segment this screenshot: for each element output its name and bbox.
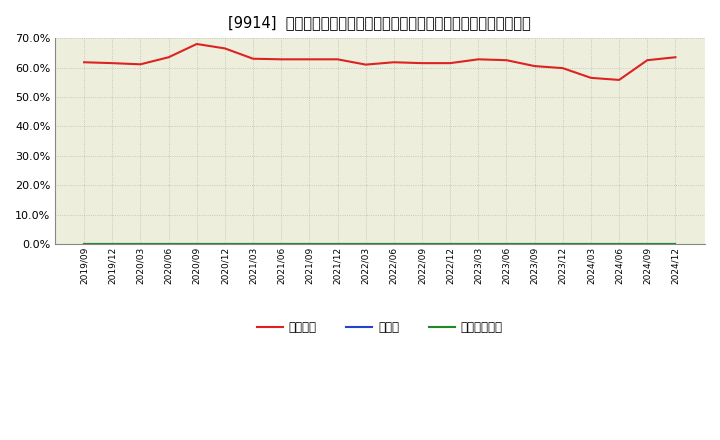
自己資本 (305, 57, 314, 62)
Legend: 自己資本, のれん, 繰延税金資産: 自己資本, のれん, 繰延税金資産 (252, 316, 508, 338)
のれん (531, 242, 539, 247)
繰延税金資産 (305, 242, 314, 247)
のれん (248, 242, 257, 247)
自己資本 (446, 61, 454, 66)
のれん (643, 242, 652, 247)
自己資本 (136, 62, 145, 67)
自己資本 (559, 66, 567, 71)
繰延税金資産 (164, 242, 173, 247)
のれん (390, 242, 398, 247)
繰延税金資産 (390, 242, 398, 247)
自己資本 (643, 58, 652, 63)
繰延税金資産 (615, 242, 624, 247)
のれん (192, 242, 201, 247)
自己資本 (587, 75, 595, 81)
繰延税金資産 (220, 242, 229, 247)
繰延税金資産 (502, 242, 510, 247)
自己資本 (192, 41, 201, 47)
のれん (361, 242, 370, 247)
自己資本 (615, 77, 624, 83)
自己資本 (418, 61, 426, 66)
自己資本 (390, 59, 398, 65)
のれん (136, 242, 145, 247)
自己資本 (531, 63, 539, 69)
のれん (474, 242, 482, 247)
のれん (80, 242, 89, 247)
のれん (108, 242, 117, 247)
繰延税金資産 (361, 242, 370, 247)
自己資本 (80, 59, 89, 65)
繰延税金資産 (531, 242, 539, 247)
繰延税金資産 (474, 242, 482, 247)
繰延税金資産 (192, 242, 201, 247)
自己資本 (164, 55, 173, 60)
自己資本 (671, 55, 680, 60)
のれん (333, 242, 342, 247)
のれん (615, 242, 624, 247)
のれん (418, 242, 426, 247)
のれん (305, 242, 314, 247)
繰延税金資産 (671, 242, 680, 247)
自己資本 (220, 46, 229, 51)
繰延税金資産 (136, 242, 145, 247)
自己資本 (108, 61, 117, 66)
のれん (446, 242, 454, 247)
Line: 自己資本: 自己資本 (84, 44, 675, 80)
自己資本 (277, 57, 286, 62)
繰延税金資産 (643, 242, 652, 247)
繰延税金資産 (333, 242, 342, 247)
繰延税金資産 (108, 242, 117, 247)
自己資本 (474, 57, 482, 62)
のれん (164, 242, 173, 247)
繰延税金資産 (277, 242, 286, 247)
のれん (587, 242, 595, 247)
Title: [9914]  自己資本、のれん、繰延税金資産の総資産に対する比率の推移: [9914] 自己資本、のれん、繰延税金資産の総資産に対する比率の推移 (228, 15, 531, 30)
繰延税金資産 (559, 242, 567, 247)
のれん (220, 242, 229, 247)
自己資本 (333, 57, 342, 62)
繰延税金資産 (80, 242, 89, 247)
のれん (502, 242, 510, 247)
自己資本 (248, 56, 257, 61)
繰延税金資産 (418, 242, 426, 247)
のれん (671, 242, 680, 247)
繰延税金資産 (446, 242, 454, 247)
のれん (277, 242, 286, 247)
自己資本 (502, 58, 510, 63)
繰延税金資産 (587, 242, 595, 247)
自己資本 (361, 62, 370, 67)
繰延税金資産 (248, 242, 257, 247)
のれん (559, 242, 567, 247)
